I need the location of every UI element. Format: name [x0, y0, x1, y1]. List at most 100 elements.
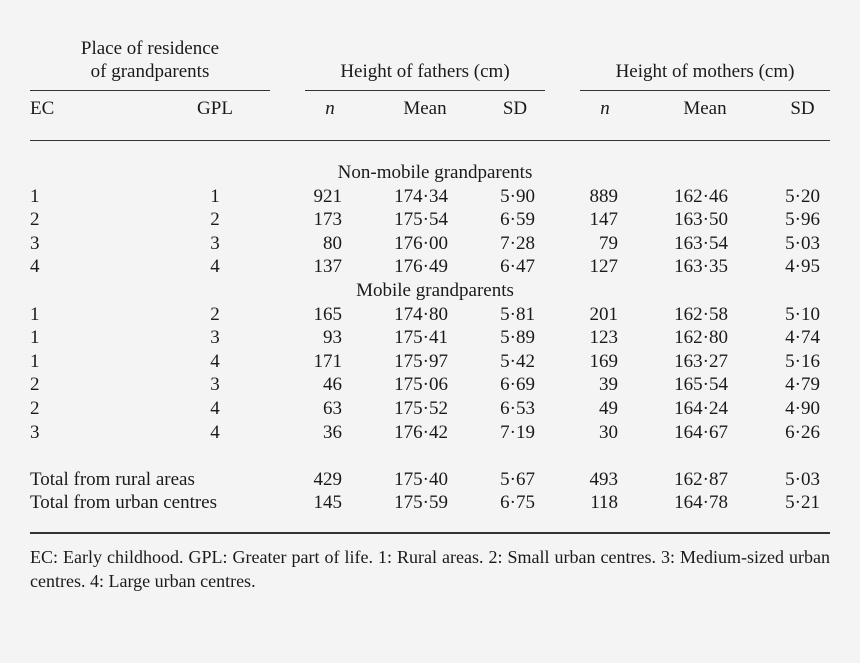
- total-label: Total from rural areas: [30, 469, 195, 490]
- residence-header-line2: of grandparents: [90, 61, 210, 82]
- table-cell-fathers-sd: 6·59: [500, 209, 535, 231]
- table-cell-mothers-n: 79: [599, 232, 618, 254]
- residence-header-rule: [30, 90, 270, 91]
- table-cell-mothers-mean: 164·24: [674, 398, 728, 419]
- table-cell-mothers-n: 889: [589, 185, 619, 207]
- col-header-mothers-n: n: [600, 98, 610, 119]
- table-cell-mothers-n: 49: [599, 398, 618, 419]
- table-cell-ec: 3: [30, 232, 40, 254]
- table-cell-fathers-sd: 5·42: [500, 350, 535, 372]
- table-cell-mothers-mean: 162·80: [674, 327, 728, 349]
- total-cell-fathers-n: 429: [313, 469, 343, 490]
- table-cell-mothers-sd: 6·26: [785, 421, 820, 443]
- table-cell-fathers-sd: 6·53: [500, 398, 535, 419]
- table-cell-fathers-n: 93: [323, 327, 342, 349]
- total-cell-fathers-mean: 175·40: [394, 469, 448, 490]
- table-cell-mothers-mean: 163·54: [674, 232, 728, 254]
- table-cell-fathers-sd: 6·47: [500, 256, 535, 278]
- table-cell-fathers-n: 921: [313, 185, 343, 207]
- table-cell-fathers-sd: 5·90: [500, 185, 535, 207]
- table-cell-mothers-sd: 5·16: [785, 350, 820, 372]
- table-cell-gpl: 4: [210, 256, 220, 278]
- table-cell-gpl: 2: [210, 303, 220, 325]
- table-cell-ec: 1: [30, 185, 40, 207]
- section-title: Non-mobile grandparents: [337, 162, 533, 183]
- table-cell-fathers-n: 165: [313, 303, 343, 325]
- table-cell-fathers-n: 63: [323, 398, 342, 419]
- table-cell-mothers-mean: 163·35: [674, 256, 728, 278]
- table-cell-mothers-sd: 5·20: [785, 185, 820, 207]
- table-cell-gpl: 3: [210, 232, 220, 254]
- table-cell-gpl: 4: [210, 350, 220, 372]
- col-header-gpl: GPL: [197, 98, 233, 119]
- table-cell-gpl: 3: [210, 374, 220, 396]
- col-header-mothers-mean: Mean: [683, 98, 727, 119]
- table-cell-mothers-sd: 4·95: [785, 256, 820, 278]
- table-cell-ec: 2: [30, 209, 40, 231]
- table-cell-fathers-n: 173: [313, 209, 343, 231]
- table-cell-mothers-sd: 5·03: [785, 232, 820, 254]
- table-cell-fathers-mean: 176·42: [394, 421, 448, 443]
- table-cell-ec: 1: [30, 327, 40, 349]
- table-cell-gpl: 3: [210, 327, 220, 349]
- total-cell-fathers-sd: 5·67: [500, 469, 535, 490]
- table-cell-fathers-mean: 174·34: [394, 185, 448, 207]
- table-cell-gpl: 1: [210, 185, 220, 207]
- table-cell-fathers-mean: 175·52: [394, 398, 448, 419]
- table-cell-mothers-n: 30: [599, 421, 618, 443]
- table-cell-mothers-sd: 4·79: [785, 374, 820, 396]
- table-cell-gpl: 2: [210, 209, 220, 231]
- table-cell-mothers-mean: 162·58: [674, 303, 728, 325]
- table-cell-fathers-n: 80: [323, 232, 342, 254]
- table-cell-mothers-sd: 4·74: [785, 327, 820, 349]
- table-cell-mothers-sd: 5·96: [785, 209, 820, 231]
- table-cell-mothers-n: 201: [589, 303, 619, 325]
- table-cell-fathers-mean: 175·97: [394, 350, 448, 372]
- total-cell-mothers-n: 493: [589, 469, 619, 490]
- table-cell-fathers-mean: 174·80: [394, 303, 448, 325]
- table-cell-mothers-sd: 5·10: [785, 303, 820, 325]
- fathers-header-rule: [305, 90, 545, 91]
- table-cell-fathers-sd: 7·19: [500, 421, 535, 443]
- fathers-header: Height of fathers (cm): [340, 61, 510, 82]
- total-cell-mothers-mean: 164·78: [674, 492, 728, 513]
- table-cell-mothers-mean: 162·46: [674, 185, 728, 207]
- table-cell-fathers-sd: 5·89: [500, 327, 535, 349]
- table-cell-gpl: 4: [210, 398, 220, 419]
- table-cell-ec: 4: [30, 256, 40, 278]
- table-cell-fathers-n: 46: [323, 374, 342, 396]
- table-cell-mothers-mean: 163·27: [674, 350, 728, 372]
- total-cell-mothers-mean: 162·87: [674, 469, 728, 490]
- col-header-mothers-sd: SD: [790, 98, 815, 119]
- table-cell-fathers-n: 36: [323, 421, 342, 443]
- mothers-header-rule: [580, 90, 830, 91]
- total-cell-fathers-mean: 175·59: [394, 492, 448, 513]
- table-cell-gpl: 4: [210, 421, 220, 443]
- table-cell-ec: 1: [30, 303, 40, 325]
- table-cell-mothers-n: 123: [589, 327, 619, 349]
- col-header-fathers-n: n: [325, 98, 335, 119]
- table-cell-mothers-mean: 163·50: [674, 209, 728, 231]
- table-cell-fathers-mean: 175·54: [394, 209, 448, 231]
- table-cell-mothers-sd: 4·90: [785, 398, 820, 419]
- table-cell-fathers-mean: 176·00: [394, 232, 448, 254]
- total-cell-mothers-n: 118: [590, 492, 618, 513]
- table-cell-ec: 3: [30, 421, 40, 443]
- header-bottom-rule: [30, 140, 830, 141]
- total-label: Total from urban centres: [30, 492, 218, 513]
- table-cell-ec: 1: [30, 350, 40, 372]
- table-bottom-rule: [30, 532, 830, 534]
- table-cell-fathers-n: 171: [313, 350, 343, 372]
- col-header-ec: EC: [30, 98, 55, 119]
- table-cell-fathers-sd: 5·81: [500, 303, 535, 325]
- table-cell-fathers-mean: 175·06: [394, 374, 448, 396]
- section-title: Mobile grandparents: [356, 280, 514, 301]
- table-cell-mothers-n: 127: [589, 256, 619, 278]
- col-header-fathers-sd: SD: [502, 98, 528, 119]
- total-cell-fathers-sd: 6·75: [500, 492, 535, 513]
- footnote: EC: Early childhood. GPL: Greater part o…: [30, 547, 830, 591]
- col-header-fathers-mean: Mean: [403, 98, 447, 119]
- table-cell-mothers-n: 39: [599, 374, 618, 396]
- table-cell-fathers-sd: 6·69: [500, 374, 535, 396]
- total-cell-fathers-n: 145: [313, 492, 343, 513]
